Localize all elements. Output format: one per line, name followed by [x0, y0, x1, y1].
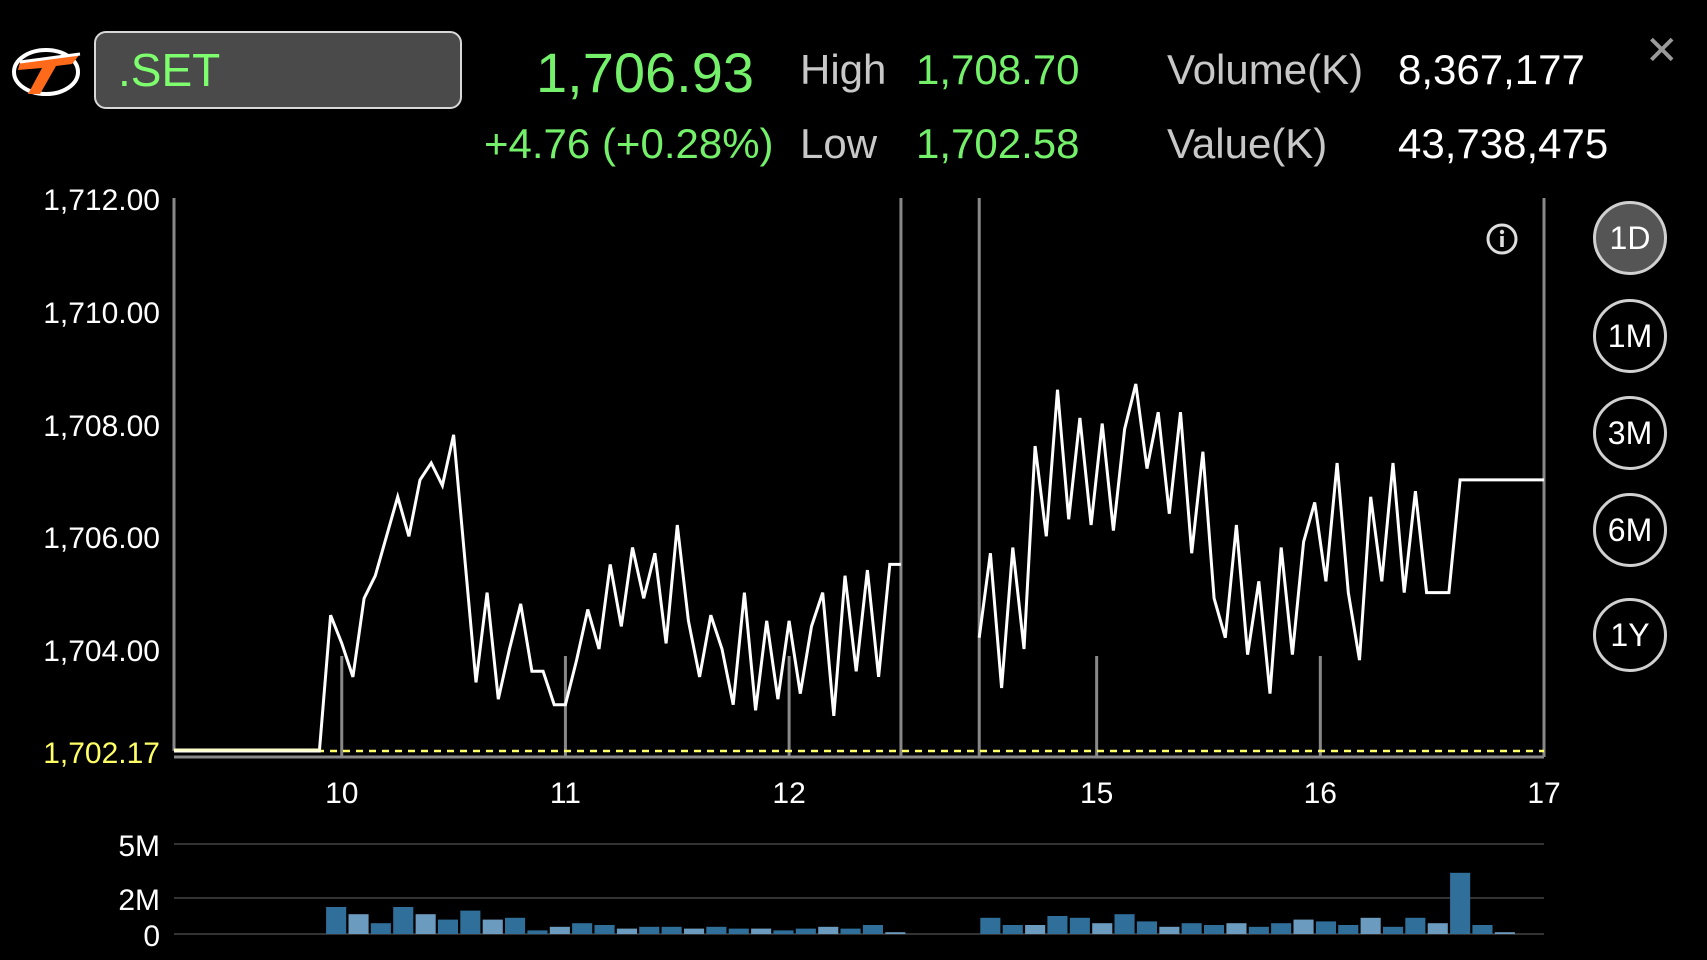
- period-1d-button[interactable]: 1D: [1593, 201, 1667, 275]
- info-icon[interactable]: [1485, 222, 1519, 256]
- volume-bar: [1204, 925, 1225, 934]
- volume-bar: [1338, 925, 1359, 934]
- prev-close-label: 1,702.17: [43, 737, 160, 770]
- volume-bar: [773, 930, 794, 934]
- volume-bar: [482, 919, 503, 934]
- volume-bar: [1248, 926, 1269, 934]
- volume-bar: [1025, 925, 1046, 934]
- period-6m-button[interactable]: 6M: [1593, 493, 1667, 567]
- x-tick-label: 11: [550, 777, 581, 810]
- volume-bar: [1114, 914, 1135, 934]
- volume-bar: [1472, 925, 1493, 934]
- volume-bar: [370, 923, 391, 934]
- symbol-input[interactable]: .SET: [94, 31, 462, 109]
- low-label: Low: [800, 120, 878, 167]
- value-value: 43,738,475: [1398, 120, 1609, 167]
- volume-bar: [1092, 923, 1113, 934]
- y-tick-label: 1,708.00: [43, 410, 160, 443]
- volume-bar: [1427, 923, 1448, 934]
- volume-bar: [1047, 916, 1068, 934]
- volume-bar: [1315, 921, 1336, 934]
- x-tick-label: 10: [325, 777, 358, 810]
- symbol-text: .SET: [118, 44, 221, 96]
- volume-bar: [505, 917, 526, 934]
- app-logo: [12, 48, 81, 96]
- high-label: High: [800, 46, 887, 93]
- y-tick-label: 1,712.00: [43, 184, 160, 217]
- volume-bar: [549, 926, 570, 934]
- close-icon[interactable]: ✕: [1645, 29, 1679, 73]
- volume-bar: [862, 925, 883, 934]
- volume-bar: [1136, 921, 1157, 934]
- period-1y-button[interactable]: 1Y: [1593, 598, 1667, 672]
- y-tick-label: 1,704.00: [43, 635, 160, 668]
- volume-value: 8,367,177: [1398, 46, 1585, 93]
- last-price: 1,706.93: [536, 41, 754, 104]
- price-change: +4.76 (+0.28%): [484, 120, 774, 167]
- volume-bar: [1494, 932, 1515, 934]
- volume-bar: [1002, 925, 1023, 934]
- volume-bar: [639, 926, 660, 934]
- volume-bar: [415, 914, 436, 934]
- volume-y-tick-label: 0: [143, 920, 160, 953]
- volume-bar: [1069, 917, 1090, 934]
- x-tick-label: 12: [772, 777, 805, 810]
- volume-bar: [594, 925, 615, 934]
- volume-bar: [437, 919, 458, 934]
- volume-bar: [1383, 926, 1404, 934]
- volume-bar: [1450, 872, 1471, 934]
- low-value: 1,702.58: [916, 120, 1080, 167]
- volume-bar: [1226, 923, 1247, 934]
- volume-bar: [840, 928, 861, 934]
- volume-bar: [1271, 923, 1292, 934]
- price-line-segment: [977, 383, 1544, 694]
- volume-bar: [1360, 917, 1381, 934]
- price-line-segment: [174, 434, 901, 753]
- volume-label: Volume(K): [1167, 46, 1364, 93]
- volume-bar: [572, 923, 593, 934]
- volume-bar: [1181, 923, 1202, 934]
- volume-bar: [980, 917, 1001, 934]
- volume-y-tick-label: 2M: [118, 884, 160, 917]
- volume-bar: [684, 928, 705, 934]
- volume-bar: [751, 928, 772, 934]
- volume-bar: [527, 930, 548, 934]
- volume-bar: [348, 914, 369, 934]
- volume-bar: [1159, 926, 1180, 934]
- volume-bar: [460, 910, 481, 934]
- y-tick-label: 1,710.00: [43, 297, 160, 330]
- period-3m-button[interactable]: 3M: [1593, 396, 1667, 470]
- volume-bar: [706, 926, 727, 934]
- volume-bar: [1405, 917, 1426, 934]
- x-tick-label: 15: [1080, 777, 1113, 810]
- volume-bar: [661, 926, 682, 934]
- x-tick-label: 17: [1527, 777, 1560, 810]
- volume-bar: [393, 907, 414, 934]
- y-tick-label: 1,706.00: [43, 522, 160, 555]
- volume-bar: [326, 907, 347, 934]
- volume-bar: [1293, 919, 1314, 934]
- volume-bar: [616, 928, 637, 934]
- period-1m-button[interactable]: 1M: [1593, 299, 1667, 373]
- volume-bar: [728, 928, 749, 934]
- high-value: 1,708.70: [916, 46, 1080, 93]
- volume-bar: [795, 928, 816, 934]
- volume-bar: [818, 926, 839, 934]
- volume-bar: [885, 932, 906, 934]
- value-label: Value(K): [1167, 120, 1328, 167]
- x-tick-label: 16: [1304, 777, 1337, 810]
- volume-y-tick-label: 5M: [118, 830, 160, 863]
